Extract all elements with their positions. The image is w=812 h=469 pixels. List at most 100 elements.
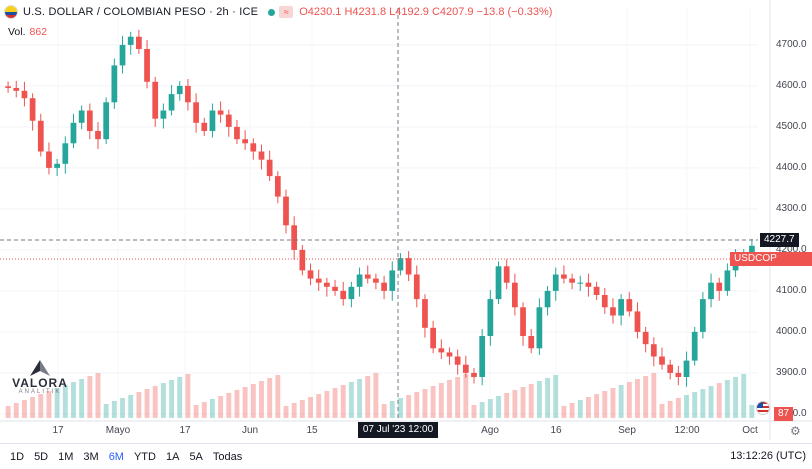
volume-bar	[120, 398, 125, 418]
volume-bar	[291, 403, 297, 418]
volume-bar	[332, 388, 338, 418]
candle-body	[724, 270, 731, 291]
candle-body	[373, 278, 379, 283]
candle-body	[471, 372, 477, 377]
us-flag-icon	[756, 401, 770, 415]
volume-bar	[87, 376, 93, 418]
timeframe-1a[interactable]: 1A	[165, 450, 180, 463]
candle-body	[217, 110, 224, 115]
candle-body	[307, 270, 314, 279]
time-tick-label: 17	[179, 425, 191, 436]
candle-body	[708, 282, 714, 300]
candle-body	[462, 364, 469, 373]
candle-body	[536, 307, 543, 349]
volume-bar	[95, 373, 101, 418]
volume-bar	[504, 393, 510, 418]
volume-bar	[136, 392, 142, 418]
candle-body	[119, 44, 126, 66]
timeframe-all[interactable]: Todas	[212, 450, 243, 463]
candle-body	[283, 196, 289, 226]
volume-bar	[724, 380, 730, 418]
volume-bar	[430, 386, 436, 418]
candle-body	[593, 286, 600, 295]
volume-bar	[250, 384, 256, 418]
candle-body	[13, 87, 20, 91]
volume-value: 862	[29, 26, 48, 38]
volume-bar	[348, 382, 354, 418]
logo-name: VALORA	[12, 376, 68, 390]
time-tick-label: Mayo	[105, 425, 131, 436]
volume-bar	[700, 389, 706, 418]
gear-icon[interactable]: ⚙	[790, 424, 801, 438]
candle-body	[626, 299, 633, 312]
candle-body	[364, 274, 371, 279]
volume-bar	[79, 379, 85, 418]
candle-body	[136, 36, 142, 49]
timeframe-6m[interactable]: 6M	[108, 450, 124, 463]
timeframe-1m[interactable]: 1M	[58, 450, 74, 463]
logo-subtitle: ANALITIK	[18, 389, 62, 395]
candle-body	[103, 102, 110, 140]
volume-bar	[242, 387, 248, 418]
volume-badge: 87	[774, 407, 794, 421]
symbol-title[interactable]: U.S. DOLLAR / COLOMBIAN PESO · 2h · ICE	[23, 6, 259, 18]
candle-body	[422, 299, 428, 328]
wave-icon[interactable]: ≈	[279, 6, 294, 18]
crosshair-time-label: 07 Jul '23 12:00	[358, 422, 438, 438]
change-value: −13.8 (−0.33%)	[476, 6, 553, 18]
volume-bar	[561, 406, 567, 418]
volume-bar	[545, 378, 551, 418]
time-tick-label: 16	[550, 425, 562, 436]
timeframe-1d[interactable]: 1D	[10, 450, 25, 463]
candle-body	[454, 356, 461, 365]
candle-body	[37, 120, 44, 152]
valora-logo: VALORA ANALITIK	[10, 360, 70, 395]
time-tick-label: 17	[52, 425, 64, 436]
volume-bar	[659, 404, 665, 418]
candle-body	[512, 282, 518, 308]
volume-bar	[397, 398, 403, 418]
candle-body	[225, 114, 232, 127]
candle-body	[86, 110, 93, 131]
chart-legend: U.S. DOLLAR / COLOMBIAN PESO · 2h · ICE …	[4, 5, 552, 19]
candle-body	[650, 344, 657, 357]
volume-bar	[111, 401, 117, 418]
timeframe-5a[interactable]: 5A	[189, 450, 203, 463]
candle-body	[413, 274, 420, 300]
timeframe-bar: 1D 5D 1M 3M 6M YTD 1A 5A Todas 13:12:26 …	[0, 443, 812, 469]
candle-body	[21, 90, 28, 99]
volume-bar	[675, 398, 681, 418]
timeframe-3m[interactable]: 3M	[83, 450, 99, 463]
candle-body	[315, 278, 322, 283]
ticker-price: 4182.0	[738, 267, 769, 278]
volume-bar	[438, 383, 444, 418]
time-tick-label: Jun	[241, 425, 259, 436]
volume-bar	[610, 388, 616, 418]
candle-body	[46, 151, 52, 168]
ohlc-values: O4230.1 H4231.8 L4192.9 C4207.9 −13.8 (−…	[299, 6, 552, 18]
candle-body	[95, 131, 101, 140]
price-tick-label: 4500.0	[776, 120, 807, 132]
candle-body	[152, 81, 159, 119]
price-chart[interactable]	[0, 0, 812, 440]
candle-body	[340, 290, 347, 300]
utc-clock[interactable]: 13:12:26 (UTC)	[730, 450, 806, 462]
candle-body	[430, 327, 436, 349]
candle-body	[242, 139, 248, 144]
volume-bar	[160, 383, 166, 418]
volume-bar	[577, 400, 583, 418]
time-tick-label: Sep	[618, 425, 636, 436]
candle-body	[618, 299, 624, 316]
volume-bar	[54, 388, 60, 418]
candle-body	[561, 274, 567, 279]
timeframe-5d[interactable]: 5D	[34, 450, 49, 463]
volume-bar	[267, 378, 273, 418]
price-tick-label: 4600.0	[776, 79, 807, 91]
candle-body	[552, 274, 559, 291]
candle-body	[700, 299, 706, 332]
chart-area[interactable]	[0, 0, 812, 440]
volume-bar	[602, 391, 608, 418]
timeframe-ytd[interactable]: YTD	[133, 450, 156, 463]
close-value: C4207.9	[431, 6, 474, 18]
candle-body	[274, 176, 281, 197]
